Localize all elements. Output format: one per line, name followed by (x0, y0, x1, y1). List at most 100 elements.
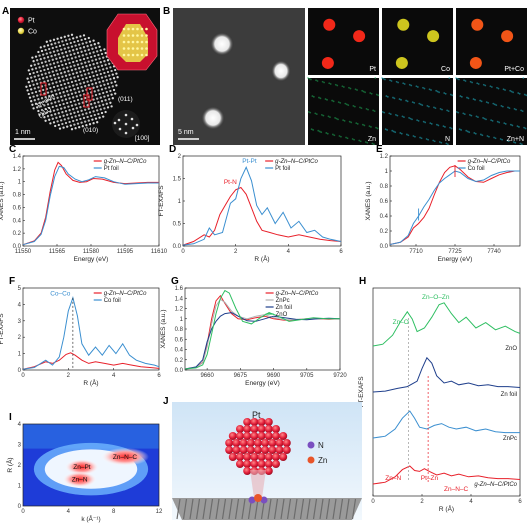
map-tile (308, 78, 379, 145)
substrate-ridge (332, 498, 337, 520)
n-label-j: N (318, 441, 324, 450)
pt-atom (257, 453, 266, 461)
pt-atom (243, 432, 252, 440)
map-speckle (400, 98, 402, 101)
lattice-atom (70, 33, 74, 36)
map-speckle (513, 107, 516, 110)
lattice-atom (60, 36, 63, 39)
series-line (22, 352, 160, 370)
pt-atom (257, 425, 266, 433)
pt-atom (275, 439, 284, 447)
lattice-atom (69, 53, 72, 56)
lattice-atom (30, 88, 33, 91)
substrate-ridge (234, 498, 240, 520)
pt-atom (272, 460, 280, 468)
map-speckle (498, 121, 501, 124)
lattice-atom (48, 71, 51, 74)
map-speckle (331, 133, 334, 136)
lattice-atom (84, 61, 87, 64)
map-speckle (381, 77, 383, 79)
map-speckle (336, 84, 339, 87)
panel-label: D (169, 144, 176, 155)
panel-label: F (9, 276, 15, 287)
nanoparticle-model-icon (106, 13, 158, 71)
model-atom (122, 34, 126, 37)
map-particle (397, 18, 410, 31)
map-speckle (509, 89, 512, 92)
lattice-atom (54, 89, 57, 92)
map-label: Zn (368, 136, 376, 143)
map-speckle (512, 91, 514, 94)
y-tick-label: 2 (18, 463, 22, 469)
lattice-atom (103, 48, 106, 51)
y-tick-label: 0.2 (175, 358, 184, 364)
lattice-atom (42, 112, 45, 115)
map-speckle (487, 101, 490, 104)
lattice-atom (87, 119, 90, 122)
lattice-atom (42, 53, 45, 56)
map-speckle (469, 113, 471, 116)
series-line (372, 465, 521, 485)
map-speckle (317, 129, 320, 132)
map-speckle (415, 85, 418, 88)
lattice-atom (72, 119, 75, 123)
y-tick-label: 1 (18, 352, 22, 358)
map-speckle (342, 119, 345, 122)
lattice-atom (68, 109, 71, 112)
lattice-atom (61, 99, 64, 102)
substrate-ridge (267, 498, 272, 520)
map-speckle (444, 92, 447, 95)
lattice-atom (79, 94, 82, 97)
lattice-atom (85, 76, 88, 80)
map-speckle (321, 113, 323, 116)
lattice-atom (56, 61, 59, 64)
map-speckle (374, 77, 377, 79)
map-speckle (414, 135, 416, 138)
lattice-atom (43, 104, 46, 107)
lattice-atom (36, 82, 39, 85)
pt-atom (272, 425, 280, 433)
lattice-atom (98, 45, 101, 48)
map-speckle (385, 95, 388, 97)
lattice-atom (61, 122, 64, 126)
map-speckle (407, 134, 410, 137)
lattice-atom (73, 52, 76, 55)
lattice-atom (57, 76, 60, 79)
lattice-atom (61, 63, 64, 67)
lattice-atom (99, 84, 102, 87)
lattice-atom (68, 61, 71, 65)
lattice-atom (40, 73, 44, 76)
map-speckle (384, 128, 387, 131)
lattice-atom (94, 117, 98, 120)
map-speckle (350, 121, 353, 124)
model-atom (140, 53, 144, 57)
lattice-atom (67, 117, 70, 120)
y-tick-label: 0.0 (175, 368, 184, 374)
lattice-atom (64, 110, 68, 113)
n-legend-dot (307, 441, 315, 449)
lattice-atom (39, 58, 42, 61)
lattice-atom (67, 46, 70, 49)
lattice-atom (96, 50, 99, 53)
lattice-atom (48, 47, 51, 51)
map-speckle (326, 132, 329, 135)
lattice-atom (74, 115, 77, 118)
substrate-ridge (338, 498, 344, 520)
lattice-atom (84, 108, 87, 111)
map-speckle (499, 138, 502, 140)
series-line (372, 410, 520, 439)
map-speckle (351, 138, 354, 140)
lattice-atom (79, 47, 82, 50)
model-atom (127, 53, 130, 57)
x-tick-label: 4 (287, 249, 291, 255)
map-speckle (428, 88, 431, 91)
lattice-atom (80, 50, 83, 53)
map-speckle (353, 138, 356, 141)
map-speckle (479, 133, 482, 136)
lattice-atom (94, 46, 98, 49)
lattice-atom (72, 72, 75, 75)
lattice-atom (72, 96, 75, 99)
legend-label: ZnPc (276, 298, 290, 304)
lattice-atom (74, 79, 77, 83)
lattice-atom (85, 65, 88, 68)
